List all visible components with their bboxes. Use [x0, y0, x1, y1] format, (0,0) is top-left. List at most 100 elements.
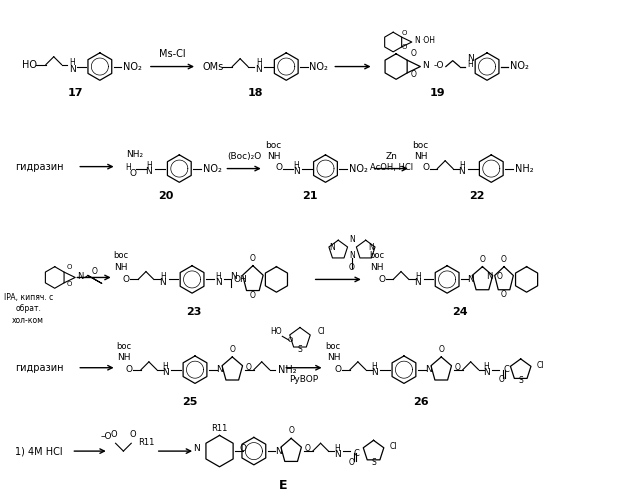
Text: 17: 17 [67, 88, 83, 98]
Text: S: S [297, 345, 302, 354]
Text: H: H [483, 362, 490, 371]
Text: NO₂: NO₂ [350, 164, 369, 173]
Text: O: O [455, 362, 461, 372]
Text: O: O [349, 458, 355, 468]
Text: boc: boc [116, 342, 131, 350]
Text: O: O [349, 262, 355, 272]
Text: HO: HO [271, 328, 282, 336]
Text: N: N [415, 278, 421, 287]
Text: O: O [287, 337, 293, 343]
Text: OH: OH [233, 275, 247, 284]
Text: N: N [231, 272, 237, 281]
Text: O: O [67, 264, 72, 270]
Text: N: N [146, 167, 152, 176]
Text: хол-ком: хол-ком [12, 316, 44, 325]
Text: H: H [335, 444, 340, 452]
Text: NO₂: NO₂ [510, 60, 529, 70]
Text: H: H [160, 272, 166, 281]
Text: NH: NH [328, 354, 341, 362]
Text: OMs: OMs [203, 62, 224, 72]
Text: H: H [467, 60, 473, 69]
Text: N: N [371, 368, 378, 377]
Text: IPA, кипяч. с: IPA, кипяч. с [4, 292, 53, 302]
Text: N: N [329, 243, 335, 252]
Text: O: O [411, 70, 416, 78]
Text: H: H [146, 161, 152, 170]
Text: NH: NH [113, 263, 127, 272]
Text: N: N [459, 167, 465, 176]
Text: 24: 24 [452, 307, 467, 317]
Text: N: N [486, 272, 492, 281]
Text: N: N [349, 251, 355, 260]
Text: 25: 25 [183, 397, 198, 407]
Text: O: O [129, 168, 136, 177]
Text: O: O [423, 163, 430, 172]
Text: O: O [402, 44, 408, 51]
Text: O: O [501, 290, 507, 299]
Text: E: E [279, 479, 287, 492]
Text: N: N [467, 54, 474, 63]
Text: R11: R11 [211, 424, 227, 432]
Text: boc: boc [413, 140, 429, 149]
Text: O: O [496, 272, 502, 281]
Text: ·OH: ·OH [421, 36, 435, 44]
Text: NH: NH [117, 354, 130, 362]
Text: boc: boc [113, 252, 128, 260]
Text: O: O [335, 365, 341, 374]
Text: -O: -O [433, 61, 444, 70]
Text: C: C [354, 448, 360, 458]
Text: 19: 19 [430, 88, 445, 98]
Text: NO₂: NO₂ [203, 164, 222, 173]
Text: O: O [239, 444, 246, 453]
Text: N: N [215, 278, 222, 287]
Text: C: C [503, 365, 509, 374]
Text: 22: 22 [469, 191, 484, 201]
Text: NH: NH [266, 152, 280, 162]
Text: HO: HO [22, 60, 37, 70]
Text: H: H [415, 272, 421, 281]
Text: N: N [293, 167, 299, 176]
Text: O: O [125, 365, 132, 374]
Text: 23: 23 [186, 307, 202, 317]
Text: 26: 26 [413, 397, 428, 407]
Text: NH₂: NH₂ [278, 364, 297, 374]
Text: N: N [425, 365, 432, 374]
Text: S: S [371, 458, 376, 467]
Text: N: N [162, 368, 169, 377]
Text: NH: NH [370, 263, 383, 272]
Text: гидразин: гидразин [16, 362, 64, 372]
Text: O: O [438, 345, 444, 354]
Text: Cl: Cl [389, 442, 397, 451]
Text: Cl: Cl [536, 360, 544, 370]
Text: гидразин: гидразин [16, 162, 64, 172]
Text: 18: 18 [248, 88, 263, 98]
Text: H: H [163, 362, 168, 371]
Text: boc: boc [369, 252, 384, 260]
Text: N: N [349, 235, 355, 244]
Text: 21: 21 [302, 191, 318, 201]
Text: O: O [479, 255, 485, 264]
Text: Ms-Cl: Ms-Cl [159, 49, 186, 59]
Text: O: O [305, 444, 311, 453]
Text: NH₂: NH₂ [127, 150, 144, 160]
Text: boc: boc [325, 342, 340, 350]
Text: O: O [275, 163, 282, 172]
Text: NH₂: NH₂ [515, 164, 534, 173]
Text: O: O [288, 426, 294, 436]
Text: S: S [518, 376, 523, 386]
Text: O: O [229, 345, 235, 354]
Text: NO₂: NO₂ [123, 62, 142, 72]
Text: O: O [411, 50, 416, 58]
Text: O: O [498, 375, 504, 384]
Text: O: O [122, 275, 129, 284]
Text: H: H [125, 163, 131, 172]
Text: NO₂: NO₂ [309, 62, 328, 72]
Text: N: N [69, 65, 76, 74]
Text: O: O [67, 281, 72, 287]
Text: N: N [422, 61, 429, 70]
Text: –O: –O [100, 432, 112, 442]
Text: O: O [379, 275, 386, 284]
Text: Cl: Cl [318, 328, 325, 336]
Text: (Boc)₂O: (Boc)₂O [227, 152, 261, 162]
Text: O: O [402, 30, 408, 36]
